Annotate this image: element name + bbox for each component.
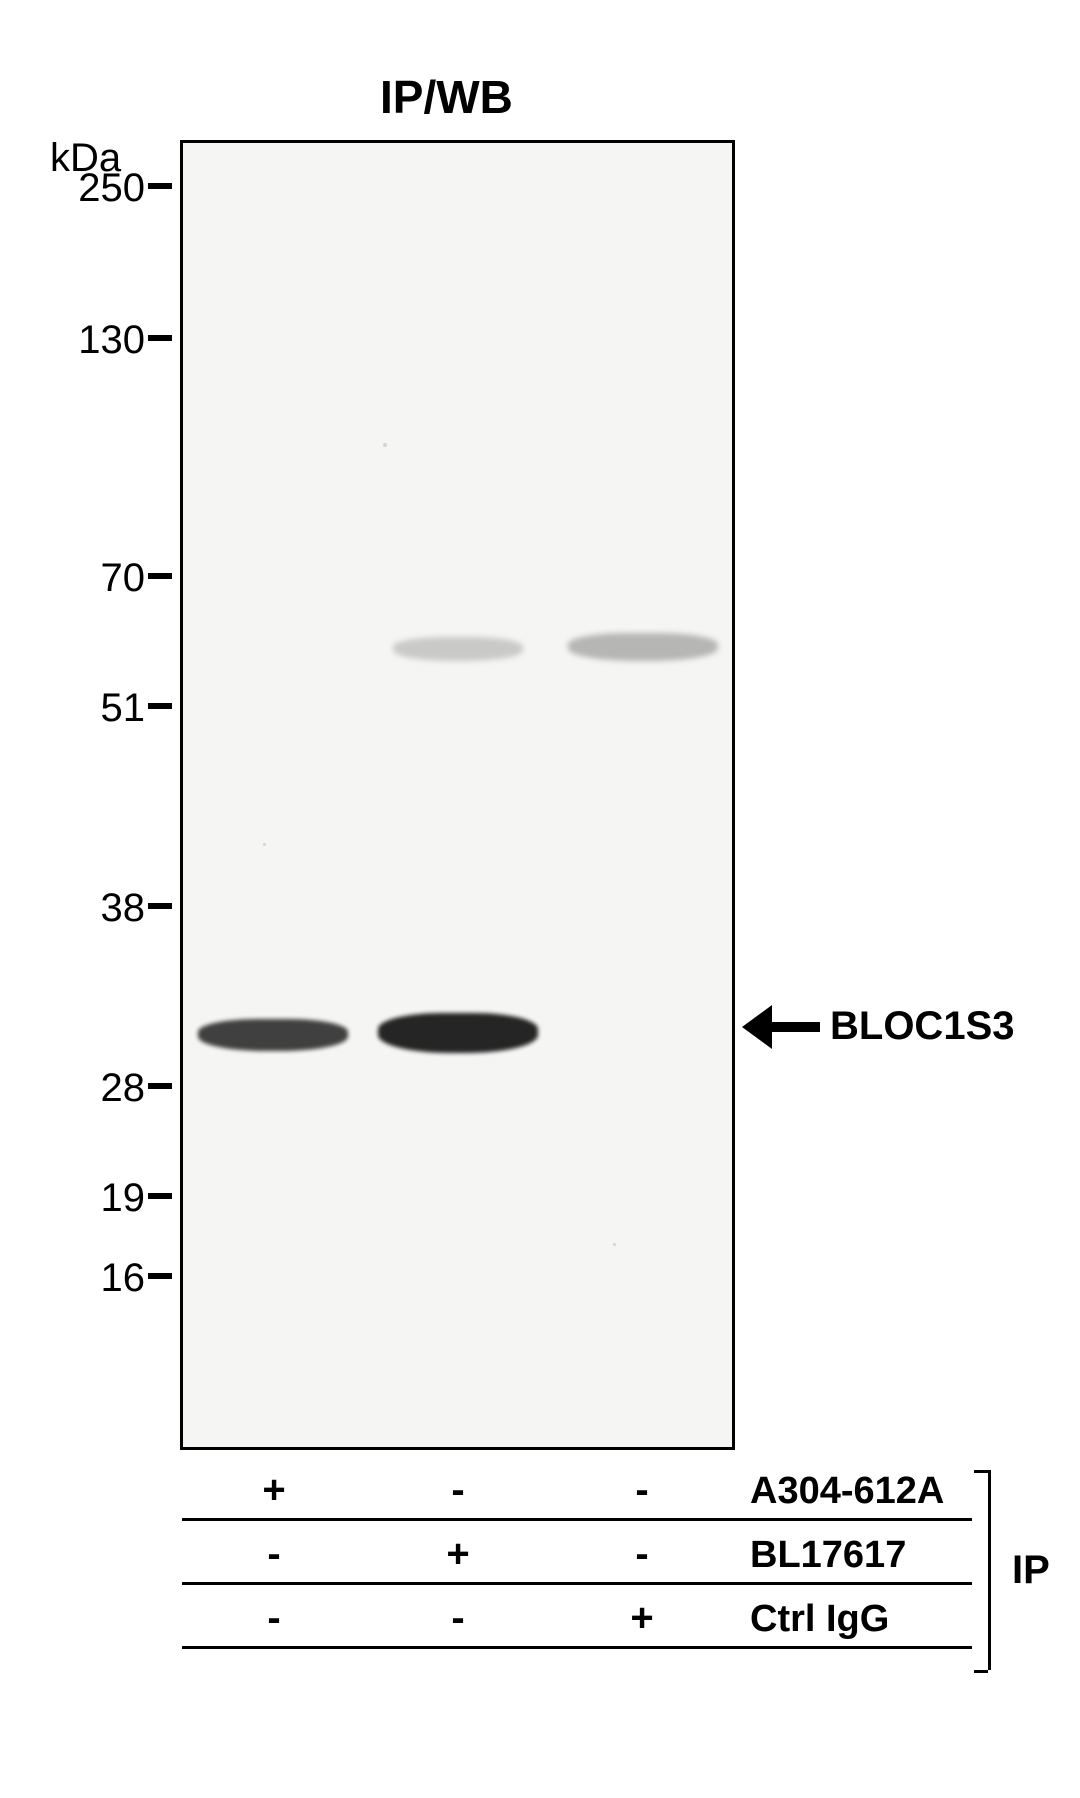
blot-membrane	[180, 140, 735, 1450]
mw-tick	[148, 1083, 172, 1089]
mw-tick	[148, 1273, 172, 1279]
antibody-label: A304-612A	[750, 1470, 944, 1513]
ip-side-label: IP	[1012, 1548, 1050, 1593]
mw-marker-label: 28	[50, 1066, 145, 1111]
table-rule	[182, 1518, 972, 1521]
band-arrow	[772, 1022, 820, 1032]
mw-tick	[148, 903, 172, 909]
mw-marker-label: 38	[50, 886, 145, 931]
mw-marker-label: 70	[50, 556, 145, 601]
condition-cell: -	[182, 1596, 366, 1641]
arrow-left-icon	[742, 1005, 772, 1049]
mw-marker-label: 51	[50, 686, 145, 731]
mw-marker-label: 250	[50, 166, 145, 211]
condition-cell: -	[366, 1596, 550, 1641]
mw-tick	[148, 1193, 172, 1199]
ip-bracket-stub	[974, 1670, 988, 1673]
artifact	[613, 1243, 616, 1246]
mw-tick	[148, 335, 172, 341]
protein-label: BLOC1S3	[830, 1004, 1015, 1049]
antibody-label: Ctrl IgG	[750, 1598, 889, 1641]
condition-cell: -	[550, 1468, 734, 1513]
mw-marker-label: 16	[50, 1256, 145, 1301]
artifact	[263, 843, 266, 846]
band	[198, 1019, 348, 1051]
mw-marker-label: 130	[50, 318, 145, 363]
condition-cell: +	[366, 1532, 550, 1577]
band	[378, 1013, 538, 1053]
condition-cell: -	[550, 1532, 734, 1577]
mw-tick	[148, 573, 172, 579]
mw-tick	[148, 183, 172, 189]
table-rule	[182, 1646, 972, 1649]
condition-cell: +	[182, 1468, 366, 1513]
ip-bracket-stub	[974, 1470, 988, 1473]
ip-bracket	[988, 1470, 991, 1670]
band	[568, 633, 718, 661]
figure-title: IP/WB	[380, 70, 513, 124]
table-rule	[182, 1582, 972, 1585]
artifact	[383, 443, 387, 447]
condition-cell: -	[182, 1532, 366, 1577]
ip-wb-figure: IP/WB kDa 250130705138281916 BLOC1S3 +--…	[50, 70, 1030, 1730]
mw-tick	[148, 703, 172, 709]
antibody-label: BL17617	[750, 1534, 906, 1577]
mw-marker-label: 19	[50, 1176, 145, 1221]
condition-cell: +	[550, 1596, 734, 1641]
condition-cell: -	[366, 1468, 550, 1513]
band	[393, 637, 523, 661]
